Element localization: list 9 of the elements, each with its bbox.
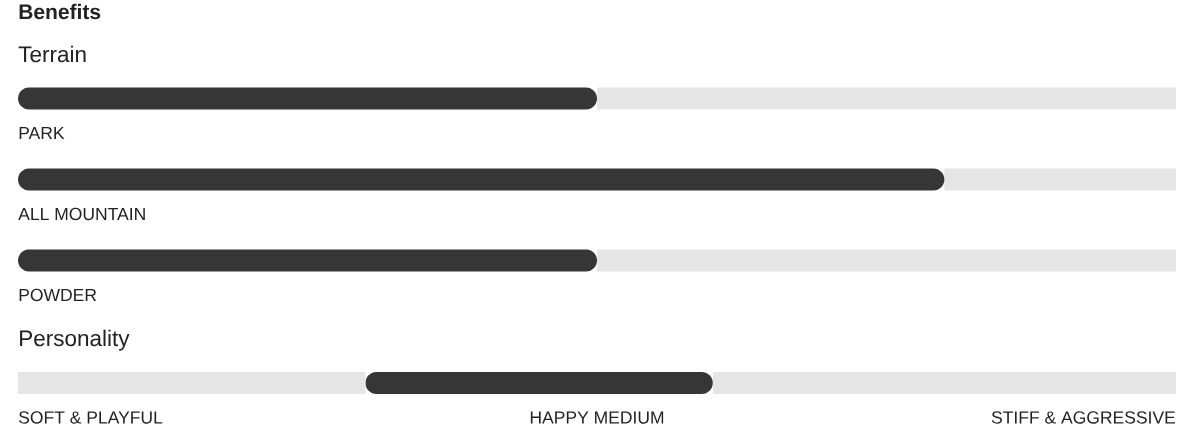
- text: Benefits: [19, 3, 101, 20]
- y-tick-label: POWDER: [19, 288, 97, 302]
- y-tick-label: PARK: [19, 126, 65, 139]
- text: SOFT & PLAYFUL: [19, 411, 163, 424]
- text: STIFF & AGGRESSIVE: [991, 411, 1176, 424]
- chart-title: Personality: [20, 329, 130, 351]
- chart-title: Terrain: [18, 45, 86, 63]
- text: HAPPY MEDIUM: [530, 411, 664, 424]
- y-tick-label: ALL MOUNTAIN: [18, 207, 145, 221]
